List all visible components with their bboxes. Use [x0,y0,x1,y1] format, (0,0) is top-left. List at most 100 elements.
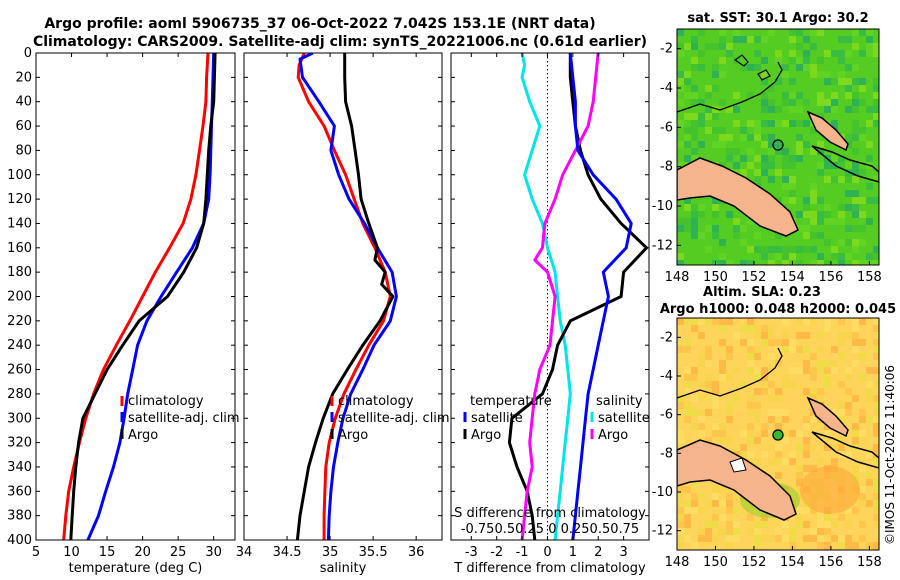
field-cell [845,388,852,395]
field-cell [684,500,691,507]
field-cell [873,458,879,465]
field-cell [852,360,859,367]
field-cell [677,318,684,325]
field-cell [873,493,879,500]
field-cell [761,521,768,528]
field-cell [712,71,719,78]
field-cell [684,381,691,388]
x-axis-label: temperature (deg C) [69,561,203,576]
field-cell [845,162,852,169]
field-cell [712,500,719,507]
field-cell [677,486,684,493]
field-cell [803,332,810,339]
field-cell [782,346,789,353]
field-cell [754,346,761,353]
field-cell [873,325,879,332]
map-y-tick-label: -6 [660,120,673,135]
field-cell [740,64,747,71]
field-cell [761,325,768,332]
legend-label-argo: Argo [128,428,158,443]
field-cell [789,458,796,465]
map-y-tick-label: -2 [660,42,673,57]
field-cell [789,346,796,353]
field-cell [831,367,838,374]
field-cell [677,141,684,148]
field-cell [677,43,684,50]
field-cell [817,92,824,99]
field-cell [859,197,866,204]
field-cell [873,197,879,204]
map-x-tick-label: 154 [780,270,805,285]
field-cell [845,85,852,92]
field-cell [810,318,817,325]
field-cell [768,85,775,92]
map-y-tick-label: -8 [660,160,673,175]
field-cell [831,106,838,113]
field-cell [845,402,852,409]
field-cell [754,416,761,423]
field-cell [698,416,705,423]
field-cell [740,444,747,451]
field-cell [789,120,796,127]
legend-label-climatology: climatology [338,394,414,409]
field-cell [775,169,782,176]
field-cell [838,402,845,409]
field-cell [740,127,747,134]
series-line-t-satellite [520,53,572,540]
legend-title-salinity: salinity [596,394,643,409]
field-cell [719,430,726,437]
map-x-tick-label: 150 [703,270,728,285]
field-cell [782,176,789,183]
field-cell [838,332,845,339]
field-cell [698,409,705,416]
field-cell [705,437,712,444]
field-cell [719,437,726,444]
field-cell [817,29,824,36]
field-cell [824,367,831,374]
field-cell [782,437,789,444]
x-tick-label: 2 [594,545,602,560]
field-cell [698,332,705,339]
field-cell [873,106,879,113]
field-cell [831,360,838,367]
field-cell [866,381,873,388]
field-cell [817,260,824,265]
field-cell [677,507,684,514]
sla-map-frame [676,317,880,551]
field-cell [768,444,775,451]
field-cell [845,190,852,197]
s-diff-axis-label: S difference from climatology [454,506,646,521]
field-cell [817,211,824,218]
field-cell [782,99,789,106]
field-cell [824,318,831,325]
field-cell [740,339,747,346]
field-cell [684,346,691,353]
field-cell [810,388,817,395]
field-cell [768,332,775,339]
field-cell [677,253,684,260]
field-cell [873,260,879,265]
field-cell [691,36,698,43]
field-cell [761,246,768,253]
field-cell [803,388,810,395]
field-cell [677,225,684,232]
field-cell [782,374,789,381]
field-cell [873,120,879,127]
field-cell [866,253,873,260]
field-cell [845,36,852,43]
y-tick-label: 200 [7,290,32,305]
field-cell [712,402,719,409]
field-cell [803,64,810,71]
field-cell [719,360,726,367]
field-cell [852,325,859,332]
field-cell [845,239,852,246]
field-cell [691,232,698,239]
field-cell [712,204,719,211]
y-tick-label: 340 [7,460,32,475]
field-cell [705,388,712,395]
field-cell [789,190,796,197]
field-cell [852,43,859,50]
field-cell [859,486,866,493]
field-cell [796,64,803,71]
